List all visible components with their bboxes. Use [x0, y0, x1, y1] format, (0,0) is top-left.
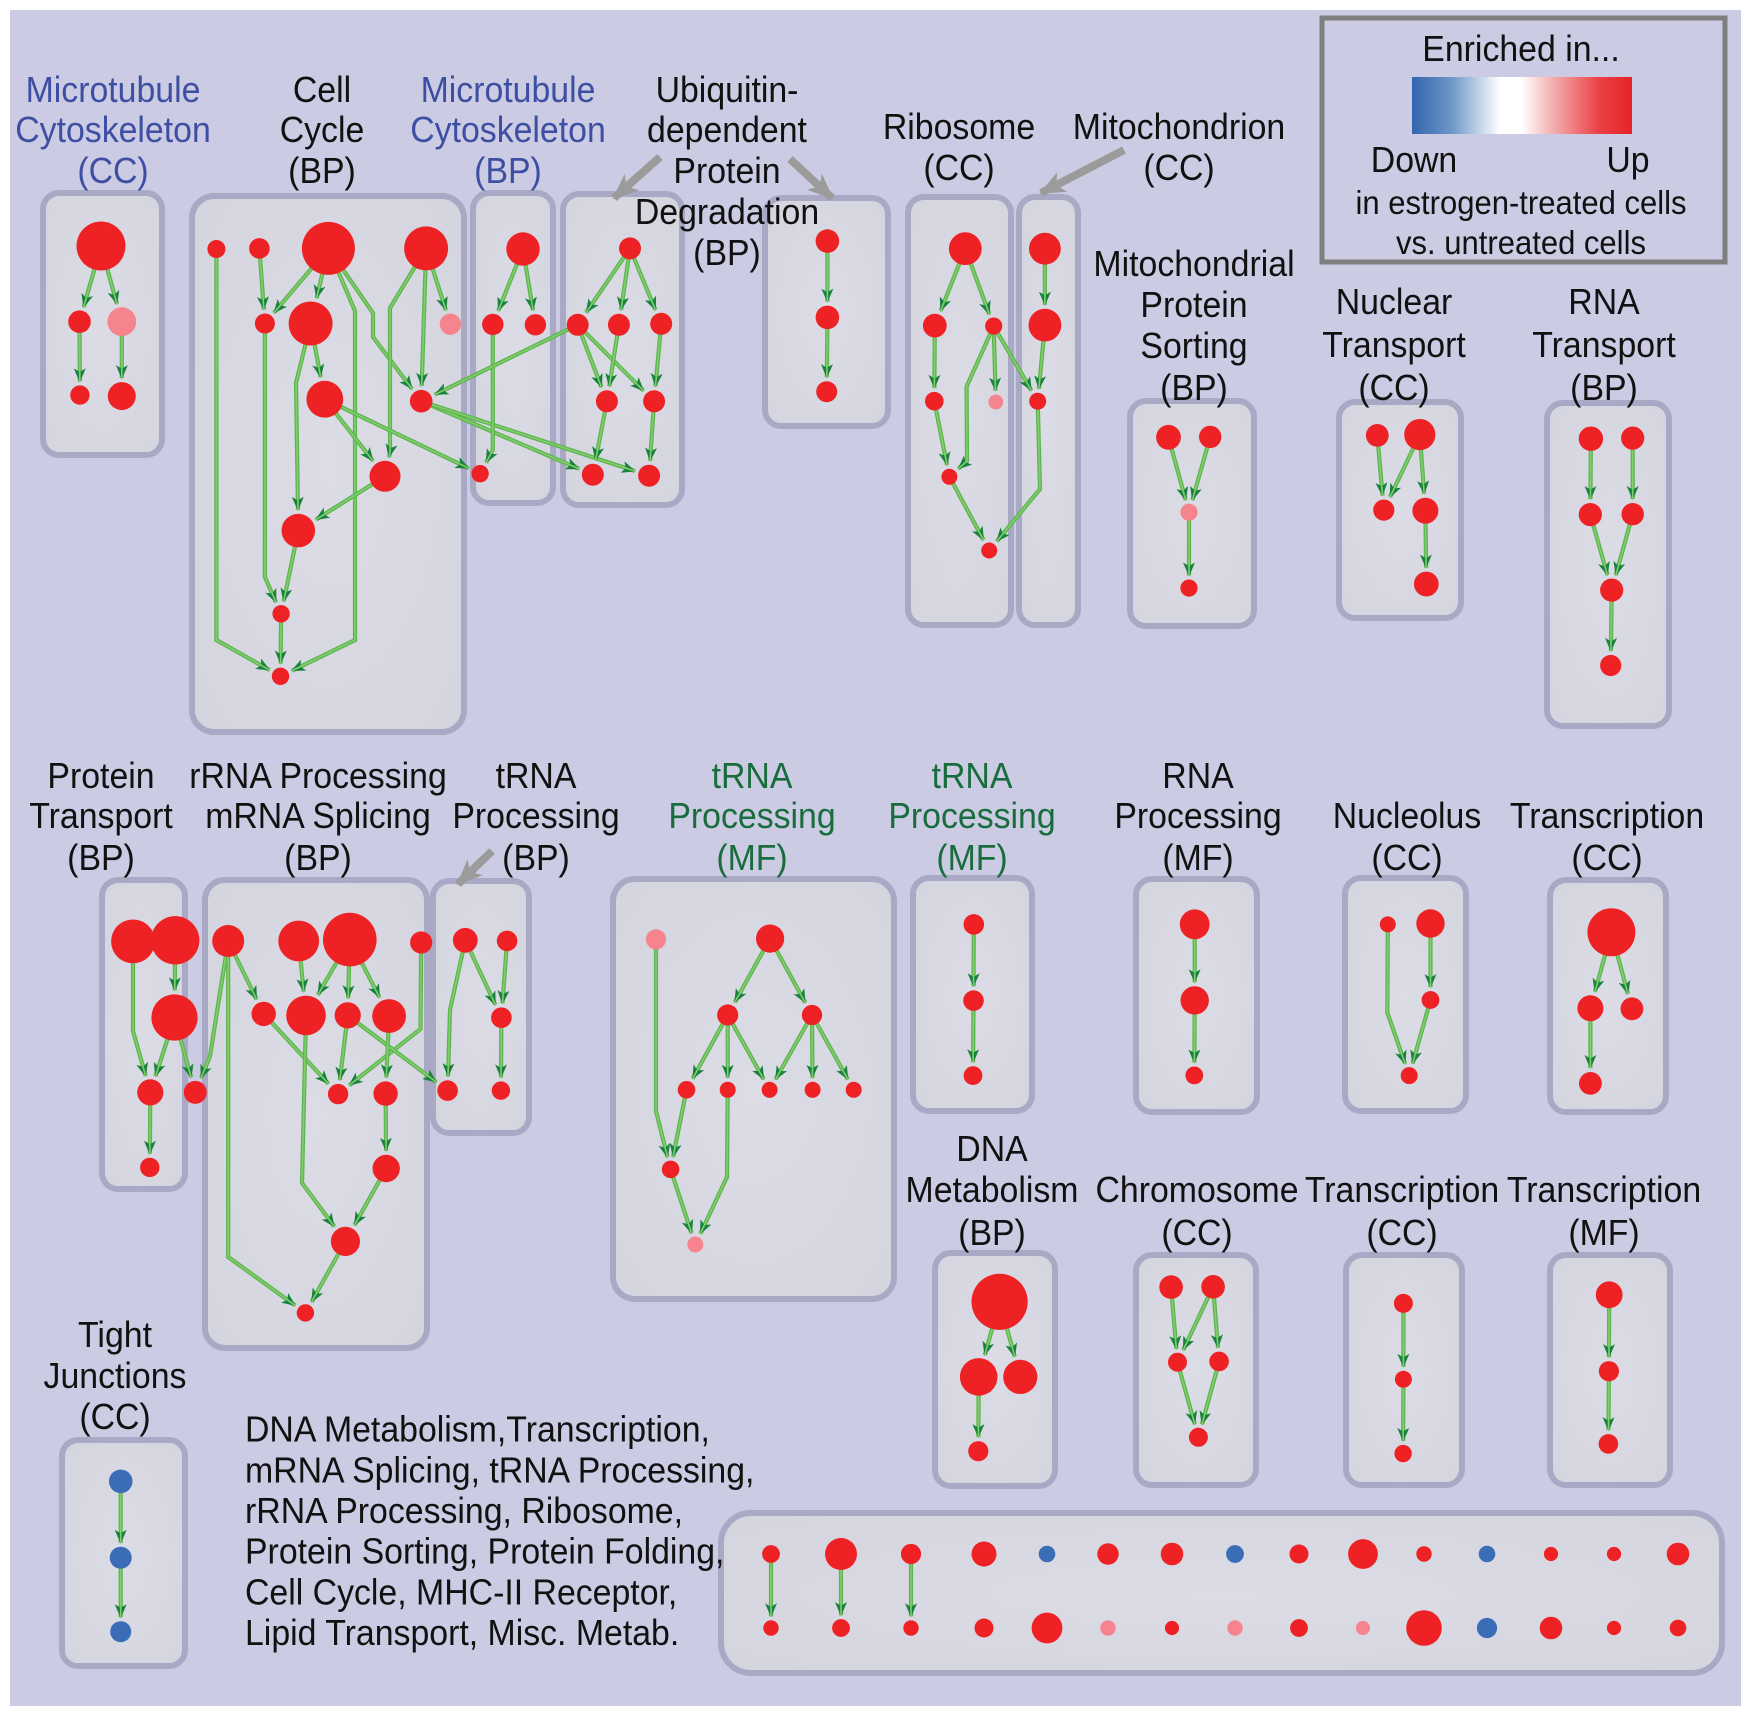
svg-text:tRNA: tRNA	[496, 756, 578, 796]
svg-text:(BP): (BP)	[502, 838, 570, 878]
svg-text:Sorting: Sorting	[1140, 326, 1247, 366]
svg-text:Transport: Transport	[29, 796, 173, 836]
svg-text:Transcription: Transcription	[1507, 1170, 1701, 1210]
svg-text:Cytoskeleton: Cytoskeleton	[15, 110, 211, 150]
svg-text:(MF): (MF)	[1162, 838, 1233, 878]
svg-text:(BP): (BP)	[1160, 368, 1228, 408]
svg-text:Processing: Processing	[888, 796, 1055, 836]
svg-text:(MF): (MF)	[716, 838, 787, 878]
svg-text:Processing: Processing	[1114, 796, 1281, 836]
svg-text:Degradation: Degradation	[635, 192, 819, 232]
svg-text:Protein: Protein	[673, 151, 780, 191]
svg-text:Ubiquitin-: Ubiquitin-	[656, 70, 799, 110]
svg-text:(CC): (CC)	[1571, 838, 1642, 878]
svg-text:Mitochondrial: Mitochondrial	[1093, 244, 1294, 284]
svg-text:Nucleolus: Nucleolus	[1333, 796, 1482, 836]
svg-text:Cytoskeleton: Cytoskeleton	[410, 110, 606, 150]
svg-text:(CC): (CC)	[1366, 1213, 1437, 1253]
svg-text:tRNA: tRNA	[932, 756, 1014, 796]
svg-text:(BP): (BP)	[1570, 368, 1638, 408]
svg-text:(BP): (BP)	[958, 1213, 1026, 1253]
svg-text:DNA: DNA	[956, 1129, 1028, 1169]
svg-text:Up: Up	[1606, 140, 1649, 180]
svg-text:(CC): (CC)	[1358, 368, 1429, 408]
svg-text:(BP): (BP)	[284, 838, 352, 878]
svg-text:Processing: Processing	[668, 796, 835, 836]
svg-text:dependent: dependent	[647, 110, 807, 150]
svg-text:(CC): (CC)	[1371, 838, 1442, 878]
svg-text:Tight: Tight	[78, 1315, 152, 1355]
svg-text:Processing: Processing	[452, 796, 619, 836]
svg-text:(CC): (CC)	[77, 151, 148, 191]
svg-text:(BP): (BP)	[693, 233, 761, 273]
svg-text:RNA: RNA	[1568, 282, 1640, 322]
svg-text:mRNA Splicing, tRNA Processing: mRNA Splicing, tRNA Processing,	[245, 1450, 754, 1490]
svg-text:Protein Sorting, Protein Foldi: Protein Sorting, Protein Folding,	[245, 1532, 724, 1572]
svg-text:rRNA Processing: rRNA Processing	[189, 756, 447, 796]
svg-text:Ribosome: Ribosome	[883, 107, 1035, 147]
svg-text:Transcription: Transcription	[1305, 1170, 1499, 1210]
svg-text:Down: Down	[1371, 140, 1457, 180]
svg-text:Microtubule: Microtubule	[421, 70, 596, 110]
svg-text:Cycle: Cycle	[280, 110, 365, 150]
svg-text:Protein: Protein	[47, 756, 154, 796]
svg-text:Junctions: Junctions	[44, 1356, 187, 1396]
svg-text:(CC): (CC)	[1161, 1213, 1232, 1253]
svg-text:RNA: RNA	[1162, 756, 1234, 796]
svg-text:DNA Metabolism,Transcription,: DNA Metabolism,Transcription,	[245, 1410, 710, 1450]
svg-text:(BP): (BP)	[67, 838, 135, 878]
svg-text:Metabolism: Metabolism	[906, 1170, 1079, 1210]
svg-text:tRNA: tRNA	[712, 756, 794, 796]
svg-text:Nuclear: Nuclear	[1336, 282, 1453, 322]
svg-text:Mitochondrion: Mitochondrion	[1073, 107, 1285, 147]
svg-text:Chromosome: Chromosome	[1095, 1170, 1298, 1210]
svg-text:Microtubule: Microtubule	[26, 70, 201, 110]
svg-text:(BP): (BP)	[474, 151, 542, 191]
svg-text:(CC): (CC)	[923, 148, 994, 188]
svg-text:mRNA Splicing: mRNA Splicing	[205, 796, 431, 836]
svg-text:(CC): (CC)	[79, 1397, 150, 1437]
svg-text:Transcription: Transcription	[1510, 796, 1704, 836]
svg-text:(CC): (CC)	[1143, 148, 1214, 188]
svg-text:Cell Cycle, MHC-II Receptor,: Cell Cycle, MHC-II Receptor,	[245, 1572, 677, 1612]
svg-text:rRNA Processing, Ribosome,: rRNA Processing, Ribosome,	[245, 1491, 683, 1531]
svg-text:vs. untreated cells: vs. untreated cells	[1396, 224, 1646, 261]
svg-text:Cell: Cell	[293, 70, 351, 110]
svg-text:(MF): (MF)	[936, 838, 1007, 878]
svg-text:Transport: Transport	[1322, 325, 1466, 365]
svg-text:Lipid Transport, Misc. Metab.: Lipid Transport, Misc. Metab.	[245, 1613, 679, 1653]
svg-text:Transport: Transport	[1532, 325, 1676, 365]
svg-text:(MF): (MF)	[1568, 1213, 1639, 1253]
svg-text:Protein: Protein	[1140, 285, 1247, 325]
svg-text:(BP): (BP)	[288, 151, 356, 191]
svg-text:Enriched in...: Enriched in...	[1422, 29, 1619, 69]
svg-text:in estrogen-treated cells: in estrogen-treated cells	[1356, 184, 1687, 221]
